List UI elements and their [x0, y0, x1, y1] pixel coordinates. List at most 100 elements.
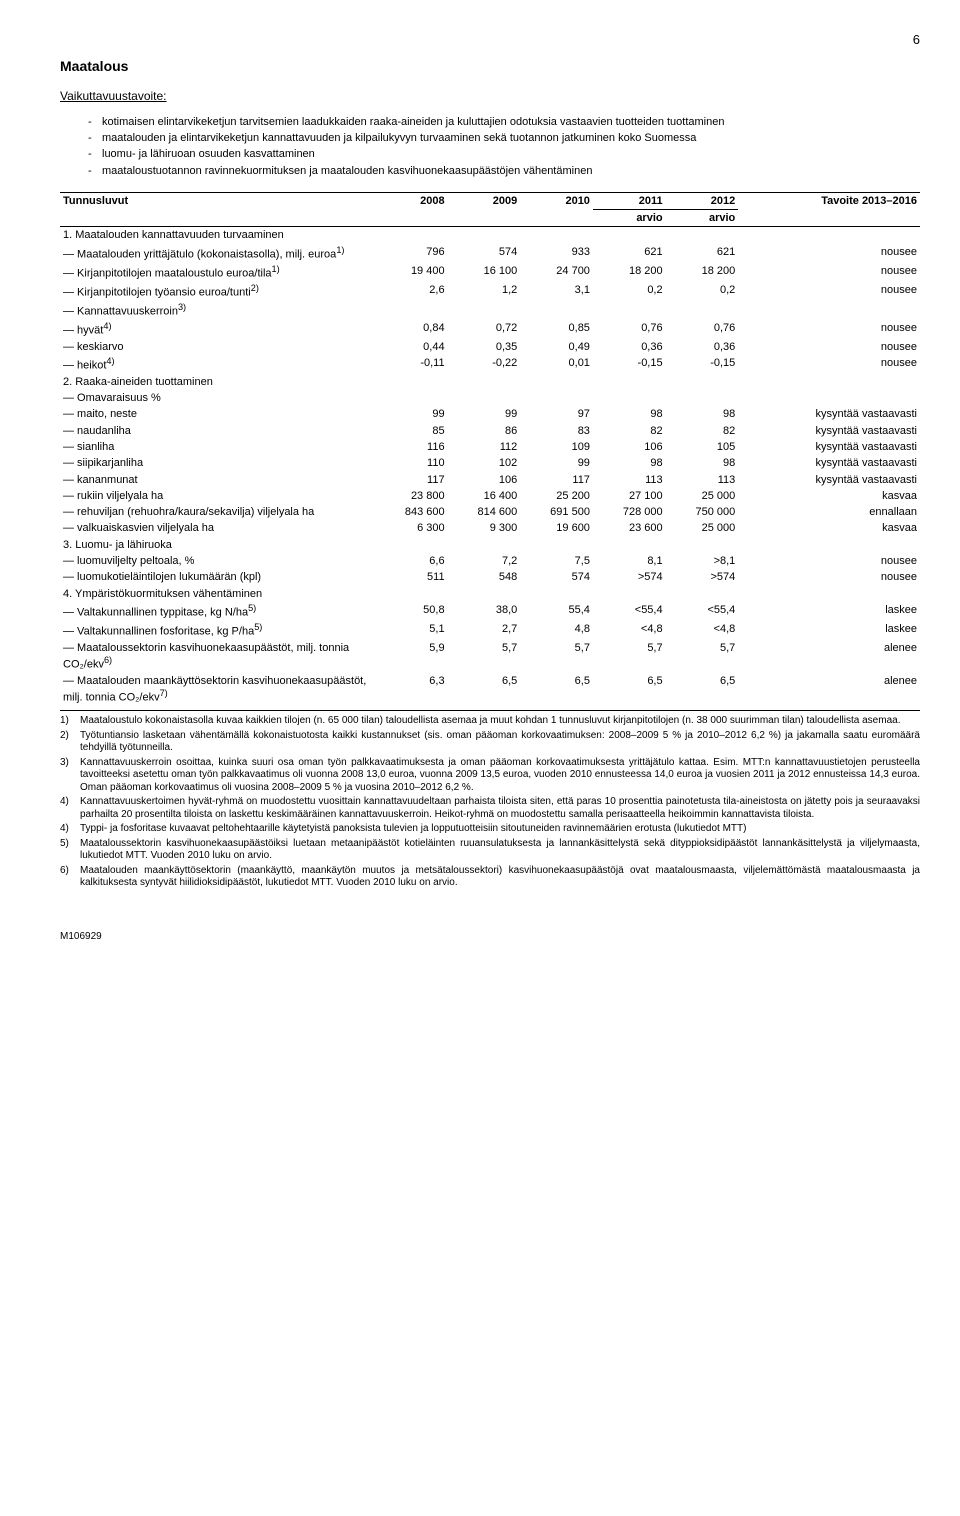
- row-cell: 25 000: [666, 520, 739, 536]
- row-cell: kysyntää vastaavasti: [738, 455, 920, 471]
- row-cell: 6,6: [375, 553, 448, 569]
- row-cell: -0,11: [375, 355, 448, 374]
- row-cell: 0,85: [520, 320, 593, 339]
- row-cell: [593, 390, 666, 406]
- row-label: — Maatalouden yrittäjätulo (kokonaistaso…: [60, 244, 375, 263]
- row-cell: 3,1: [520, 282, 593, 301]
- row-label: — luomukotieläintilojen lukumäärän (kpl): [60, 569, 375, 585]
- row-cell: 6,3: [375, 673, 448, 706]
- row-cell: 6 300: [375, 520, 448, 536]
- bullet-item: maatalouden ja elintarvikeketjun kannatt…: [88, 131, 920, 145]
- row-cell: 97: [520, 406, 593, 422]
- row-cell: 7,5: [520, 553, 593, 569]
- row-cell: 750 000: [666, 504, 739, 520]
- row-cell: kysyntää vastaavasti: [738, 472, 920, 488]
- row-cell: 106: [448, 472, 521, 488]
- row-cell: 0,35: [448, 339, 521, 355]
- row-cell: 55,4: [520, 602, 593, 621]
- row-label: — Valtakunnallinen typpitase, kg N/ha5): [60, 602, 375, 621]
- row-cell: 105: [666, 439, 739, 455]
- row-cell: 5,1: [375, 621, 448, 640]
- footnote: 3)Kannattavuuskerroin osoittaa, kuinka s…: [60, 757, 920, 795]
- row-cell: 24 700: [520, 263, 593, 282]
- row-cell: 50,8: [375, 602, 448, 621]
- row-cell: 0,76: [666, 320, 739, 339]
- row-label: — sianliha: [60, 439, 375, 455]
- row-cell: 98: [666, 455, 739, 471]
- row-cell: >8,1: [666, 553, 739, 569]
- th-year: 2009: [448, 192, 521, 227]
- row-cell: 7,2: [448, 553, 521, 569]
- row-cell: 6,5: [448, 673, 521, 706]
- row-cell: kysyntää vastaavasti: [738, 406, 920, 422]
- section-title: 2. Raaka-aineiden tuottaminen: [60, 374, 375, 390]
- row-cell: 5,7: [520, 640, 593, 673]
- row-cell: 728 000: [593, 504, 666, 520]
- row-cell: 0,2: [666, 282, 739, 301]
- row-label: — keskiarvo: [60, 339, 375, 355]
- row-cell: 99: [448, 406, 521, 422]
- th-left: Tunnusluvut: [60, 192, 375, 227]
- row-label: — maito, neste: [60, 406, 375, 422]
- row-cell: 98: [666, 406, 739, 422]
- row-label: — Omavaraisuus %: [60, 390, 375, 406]
- th-target: Tavoite 2013–2016: [738, 192, 920, 227]
- section-subhead: Vaikuttavuustavoite:: [60, 89, 920, 105]
- row-cell: [738, 390, 920, 406]
- row-cell: 574: [448, 244, 521, 263]
- row-cell: 112: [448, 439, 521, 455]
- row-cell: alenee: [738, 640, 920, 673]
- row-cell: 6,5: [593, 673, 666, 706]
- row-cell: [375, 390, 448, 406]
- row-cell: 110: [375, 455, 448, 471]
- row-cell: >574: [666, 569, 739, 585]
- bullet-item: luomu- ja lähiruoan osuuden kasvattamine…: [88, 147, 920, 161]
- row-label: — Kirjanpitotilojen maataloustulo euroa/…: [60, 263, 375, 282]
- row-cell: [593, 301, 666, 320]
- th-year: 2008: [375, 192, 448, 227]
- row-cell: 86: [448, 423, 521, 439]
- row-cell: -0,15: [593, 355, 666, 374]
- row-cell: 0,36: [666, 339, 739, 355]
- row-cell: 0,01: [520, 355, 593, 374]
- row-cell: 621: [666, 244, 739, 263]
- th-arvio: arvio: [593, 210, 666, 227]
- row-cell: 5,7: [593, 640, 666, 673]
- row-label: — siipikarjanliha: [60, 455, 375, 471]
- row-cell: 82: [666, 423, 739, 439]
- row-cell: 27 100: [593, 488, 666, 504]
- page-title: Maatalous: [60, 57, 920, 75]
- row-cell: kysyntää vastaavasti: [738, 423, 920, 439]
- row-label: — valkuaiskasvien viljelyala ha: [60, 520, 375, 536]
- row-cell: 23 600: [593, 520, 666, 536]
- footnotes: 1)Maataloustulo kokonaistasolla kuvaa ka…: [60, 710, 920, 890]
- row-cell: >574: [593, 569, 666, 585]
- bullet-list: kotimaisen elintarvikeketjun tarvitsemie…: [60, 115, 920, 178]
- row-label: — kananmunat: [60, 472, 375, 488]
- row-cell: 843 600: [375, 504, 448, 520]
- th-arvio: arvio: [666, 210, 739, 227]
- row-label: — heikot4): [60, 355, 375, 374]
- row-cell: 98: [593, 406, 666, 422]
- row-cell: nousee: [738, 320, 920, 339]
- row-cell: 8,1: [593, 553, 666, 569]
- row-cell: 511: [375, 569, 448, 585]
- row-cell: 85: [375, 423, 448, 439]
- footnote: 5)Maataloussektorin kasvihuonekaasupääst…: [60, 838, 920, 863]
- row-cell: 621: [593, 244, 666, 263]
- row-cell: ennallaan: [738, 504, 920, 520]
- row-cell: 83: [520, 423, 593, 439]
- footnote: 6)Maatalouden maankäyttösektorin (maankä…: [60, 865, 920, 890]
- row-label: — hyvät4): [60, 320, 375, 339]
- bullet-item: maataloustuotannon ravinnekuormituksen j…: [88, 164, 920, 178]
- row-cell: 5,7: [666, 640, 739, 673]
- row-cell: 19 400: [375, 263, 448, 282]
- row-cell: 82: [593, 423, 666, 439]
- row-cell: 0,49: [520, 339, 593, 355]
- row-cell: 18 200: [666, 263, 739, 282]
- row-label: — rehuviljan (rehuohra/kaura/sekavilja) …: [60, 504, 375, 520]
- row-cell: [738, 301, 920, 320]
- footnote: 1)Maataloustulo kokonaistasolla kuvaa ka…: [60, 715, 920, 728]
- row-cell: 23 800: [375, 488, 448, 504]
- row-cell: laskee: [738, 621, 920, 640]
